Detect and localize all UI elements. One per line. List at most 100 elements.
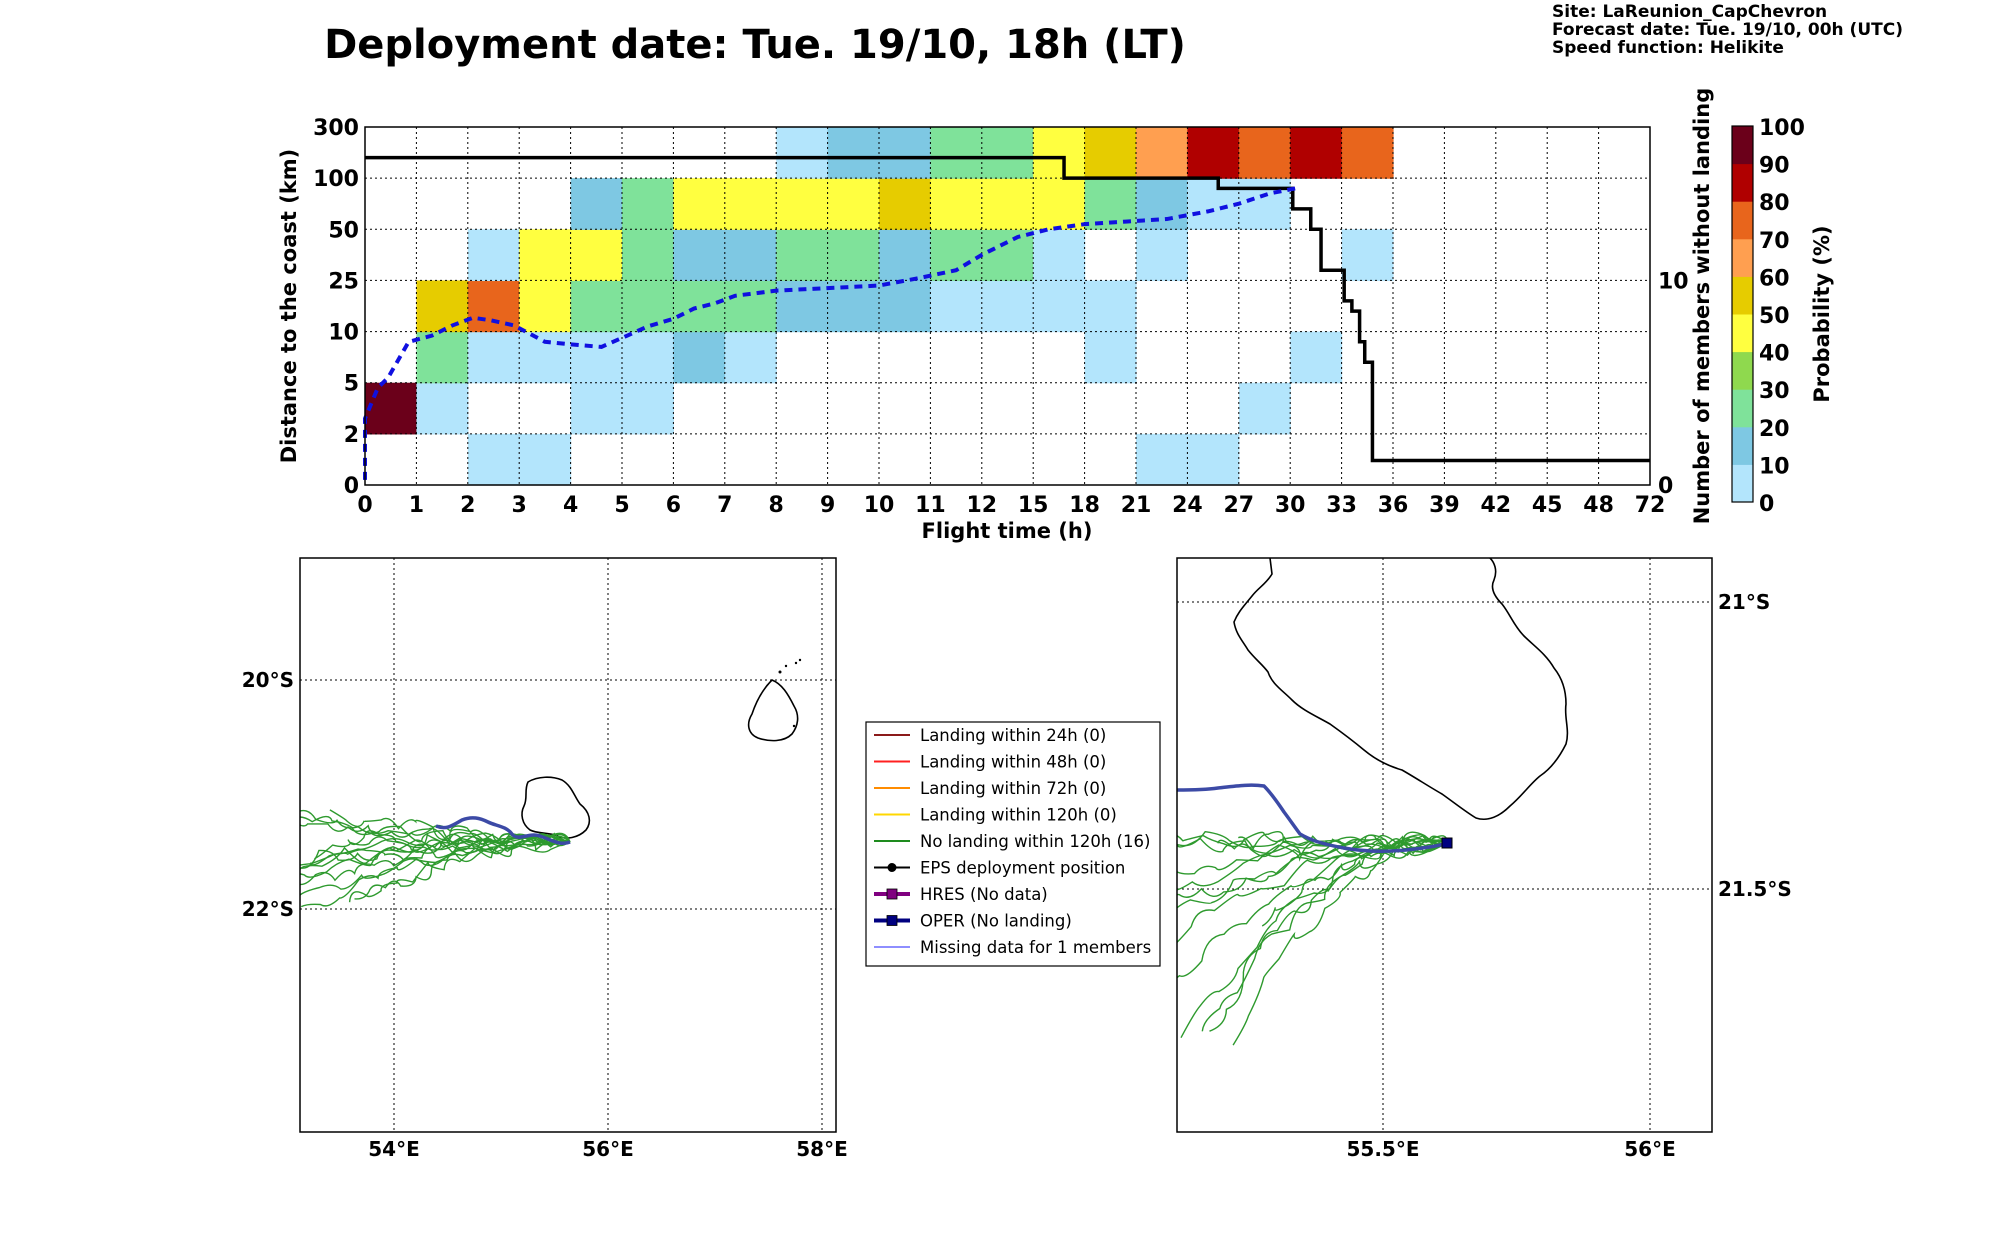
legend-marker: [886, 915, 898, 926]
islet-mark: [778, 670, 782, 674]
x-tick-labels: 0 1 2 3 4 5 6 7 8 9 10 11 12 15 18 21 24 27 30 33 36 39 42 45 48…: [357, 493, 1665, 518]
heatmap-cell: [416, 331, 469, 384]
reunion-coastline: [1233, 558, 1569, 821]
heatmap-cell: [1084, 331, 1137, 384]
colorbar: 0 10 20 30 40 50 60 70 80 90 100 Probability (%): [1731, 116, 1834, 517]
left-map-x-tick: 54°E: [368, 1137, 420, 1161]
heatmap-series: [363, 155, 1650, 480]
x-tick-label: 3: [512, 493, 527, 518]
heatmap-cell: [930, 178, 983, 230]
legend-label: HRES (No data): [920, 885, 1048, 904]
x-tick-label: 0: [357, 493, 372, 518]
ensemble-trajectory: [1180, 842, 1448, 1039]
heatmap-cell: [416, 280, 469, 333]
y-tick-label: 300: [313, 116, 359, 141]
ensemble-trajectory: [1201, 840, 1448, 1032]
colorbar-tick-label: 80: [1759, 191, 1790, 216]
legend-label: Landing within 72h (0): [920, 779, 1106, 798]
legend-label: No landing within 120h (16): [920, 832, 1150, 851]
legend-label: EPS deployment position: [920, 859, 1125, 878]
forecast-label: Forecast date: Tue. 19/10, 00h (UTC): [1552, 20, 1903, 40]
y-tick-label: 100: [313, 167, 359, 192]
colorbar-tick-label: 10: [1759, 454, 1790, 479]
ensemble-trajectory: [1261, 839, 1448, 927]
heatmap-cell: [981, 178, 1034, 230]
heatmap-cell: [467, 229, 520, 282]
speed-label: Speed function: Helikite: [1552, 38, 1784, 58]
legend-label: Landing within 48h (0): [920, 753, 1106, 772]
colorbar-tick-label: 90: [1759, 154, 1790, 179]
colorbar-cell: [1732, 163, 1753, 202]
heatmap-cell: [724, 229, 777, 282]
colorbar-cell: [1732, 426, 1753, 465]
colorbar-cell: [1732, 238, 1753, 277]
heatmap-cell: [467, 433, 520, 486]
heatmap-cell: [1238, 382, 1291, 435]
x-tick-label: 7: [717, 493, 732, 518]
colorbar-cell: [1732, 464, 1753, 503]
x-tick-label: 9: [820, 493, 835, 518]
legend-label: Landing within 24h (0): [920, 726, 1106, 745]
legend-marker: [887, 863, 897, 872]
heatmap-cell: [1033, 127, 1086, 179]
heatmap-cell: [622, 382, 674, 435]
heatmap-cell: [673, 229, 726, 282]
x-axis-label: Flight time (h): [922, 519, 1093, 543]
colorbar-tick-label: 40: [1759, 342, 1790, 367]
colorbar-tick-label: 30: [1759, 379, 1790, 404]
ensemble-trajectory: [348, 832, 571, 903]
heatmap-cell: [570, 178, 623, 230]
heatmap-cell: [1238, 127, 1291, 179]
heatmap-cell: [1238, 178, 1291, 230]
heatmap-cell: [724, 331, 777, 384]
colorbar-frame: [1731, 125, 1754, 503]
left-map-y-tick: 20°S: [242, 668, 294, 692]
heatmap-cell: [570, 280, 623, 333]
x-tick-label: 15: [1018, 493, 1049, 518]
heatmap-frame: [364, 126, 1651, 486]
chart-title: Deployment date: Tue. 19/10, 18h (LT): [324, 22, 1186, 68]
colorbar-tick-label: 70: [1759, 229, 1790, 254]
right-map: 55.5°E 56°E 21°S 21.5°S: [1176, 557, 1792, 1161]
colorbar-label: Probability (%): [1810, 225, 1834, 402]
y-tick-label: 50: [328, 218, 359, 243]
heatmap-cell: [827, 229, 880, 282]
heatmap-cell: [930, 280, 983, 333]
heatmap-cell: [879, 127, 931, 179]
heatmap-cell: [1290, 331, 1343, 384]
heatmap-cell: [519, 331, 572, 384]
x-tick-label: 33: [1326, 493, 1357, 518]
heatmap-cell: [1187, 127, 1240, 179]
colorbar-tick-label: 0: [1759, 492, 1774, 517]
colorbar-cell: [1732, 351, 1753, 390]
x-tick-label: 11: [915, 493, 946, 518]
heatmap-cell: [1136, 433, 1188, 486]
heatmap-cell: [981, 127, 1034, 179]
heatmap-cell: [1187, 433, 1240, 486]
x-tick-label: 21: [1121, 493, 1152, 518]
heatmap-cell: [1033, 280, 1086, 333]
heatmap-cell: [519, 229, 572, 282]
left-map-x-tick: 56°E: [582, 1137, 634, 1161]
ensemble-trajectory: [300, 823, 571, 849]
heatmap-cell: [622, 331, 674, 384]
heatmap-cell: [981, 280, 1034, 333]
heatmap-cell: [622, 280, 674, 333]
legend-frame: [865, 721, 1161, 967]
colorbar-cell: [1732, 126, 1753, 165]
heatmap-cell: [1290, 127, 1343, 179]
ensemble-trajectory: [1238, 831, 1448, 853]
colorbar-cell: [1732, 201, 1753, 240]
heatmap-cell: [673, 178, 726, 230]
reunion-coastline: [521, 776, 591, 839]
x-tick-label: 18: [1069, 493, 1100, 518]
ensemble-trajectory: [1209, 835, 1448, 1032]
y-axis-label: Distance to the coast (km): [277, 149, 301, 464]
x-tick-label: 1: [409, 493, 424, 518]
y2-axis-label: Number of members without landing: [1690, 88, 1714, 525]
heatmap-cell: [673, 331, 726, 384]
right-map-x-tick: 55.5°E: [1346, 1137, 1419, 1161]
oper-deployment-marker: [1441, 837, 1453, 849]
ensemble-trajectory: [300, 841, 571, 886]
